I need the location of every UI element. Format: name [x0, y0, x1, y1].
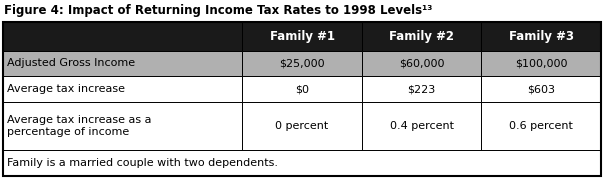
- Bar: [242, 51, 362, 76]
- Text: Family #3: Family #3: [509, 30, 574, 43]
- Text: $0: $0: [295, 84, 309, 94]
- Text: $60,000: $60,000: [399, 58, 445, 68]
- Bar: [3, 51, 242, 76]
- Text: Average tax increase as a
percentage of income: Average tax increase as a percentage of …: [7, 115, 152, 137]
- Bar: [481, 102, 601, 150]
- Bar: [3, 22, 601, 176]
- Bar: [3, 150, 601, 176]
- Bar: [3, 22, 242, 51]
- Text: 0.6 percent: 0.6 percent: [509, 121, 573, 131]
- Bar: [481, 22, 601, 51]
- Bar: [362, 51, 481, 76]
- Text: Family is a married couple with two dependents.: Family is a married couple with two depe…: [7, 158, 278, 168]
- Text: Average tax increase: Average tax increase: [7, 84, 125, 94]
- Bar: [481, 51, 601, 76]
- Bar: [362, 76, 481, 102]
- Text: Family #1: Family #1: [269, 30, 335, 43]
- Bar: [481, 76, 601, 102]
- Bar: [362, 102, 481, 150]
- Bar: [3, 76, 242, 102]
- Text: 0 percent: 0 percent: [275, 121, 329, 131]
- Bar: [362, 22, 481, 51]
- Text: $25,000: $25,000: [279, 58, 325, 68]
- Bar: [3, 102, 242, 150]
- Text: $223: $223: [408, 84, 435, 94]
- Bar: [242, 22, 362, 51]
- Text: $603: $603: [527, 84, 555, 94]
- Text: $100,000: $100,000: [515, 58, 567, 68]
- Text: Family #2: Family #2: [389, 30, 454, 43]
- Bar: [242, 102, 362, 150]
- Bar: [242, 76, 362, 102]
- Text: Figure 4: Impact of Returning Income Tax Rates to 1998 Levels¹³: Figure 4: Impact of Returning Income Tax…: [4, 4, 432, 17]
- Text: Adjusted Gross Income: Adjusted Gross Income: [7, 58, 135, 68]
- Text: 0.4 percent: 0.4 percent: [390, 121, 454, 131]
